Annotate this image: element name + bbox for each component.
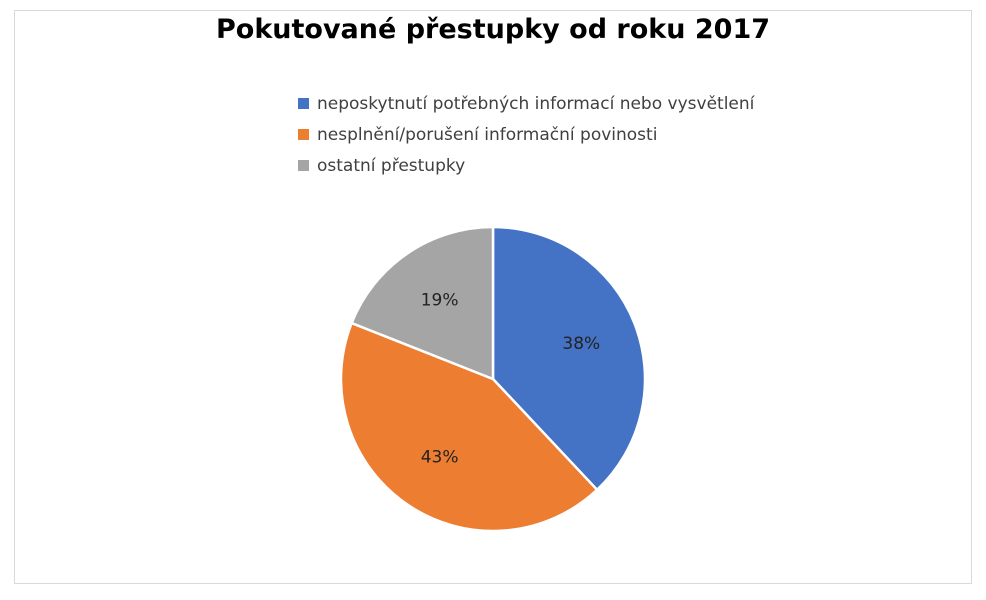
legend-swatch-obligation <box>298 129 309 140</box>
legend-label-information: neposkytnutí potřebných informací nebo v… <box>317 93 755 114</box>
data-label-other: 19% <box>421 290 459 310</box>
legend-swatch-information <box>298 98 309 109</box>
legend-item-information: neposkytnutí potřebných informací nebo v… <box>298 88 754 119</box>
pie-data-labels: 38% 43% 19% <box>421 290 601 467</box>
chart-title: Pokutované přestupky od roku 2017 <box>215 14 771 45</box>
legend-label-obligation: nesplnění/porušení informační povinosti <box>317 124 658 145</box>
legend-label-other: ostatní přestupky <box>317 155 466 176</box>
legend-item-other: ostatní přestupky <box>298 150 754 181</box>
data-label-obligation: 43% <box>421 448 459 468</box>
pie-slice-obligation <box>339 321 599 533</box>
pie-slices <box>339 225 647 533</box>
data-label-information: 38% <box>562 334 600 354</box>
pie-slice-information <box>491 225 647 492</box>
chart-legend: neposkytnutí potřebných informací nebo v… <box>298 88 754 181</box>
legend-item-obligation: nesplnění/porušení informační povinosti <box>298 119 754 150</box>
legend-swatch-other <box>298 160 309 171</box>
pie-slice-other <box>350 225 495 381</box>
